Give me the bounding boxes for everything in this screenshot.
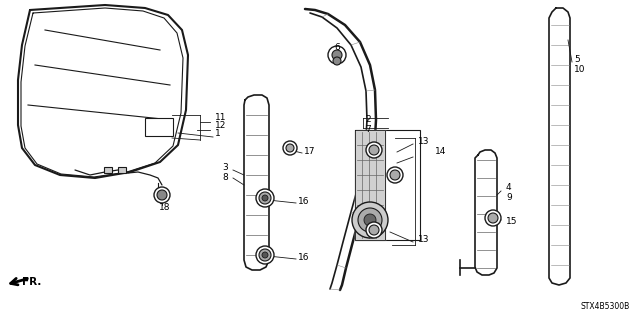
Text: 13: 13 bbox=[418, 137, 429, 146]
Circle shape bbox=[262, 195, 268, 201]
Circle shape bbox=[333, 57, 341, 65]
Text: 11: 11 bbox=[215, 114, 227, 122]
Circle shape bbox=[364, 214, 376, 226]
Circle shape bbox=[387, 167, 403, 183]
Text: FR.: FR. bbox=[22, 277, 42, 287]
Text: 4: 4 bbox=[506, 183, 511, 192]
Bar bbox=[104, 167, 112, 173]
Circle shape bbox=[256, 189, 274, 207]
Circle shape bbox=[154, 187, 170, 203]
Circle shape bbox=[366, 222, 382, 238]
Circle shape bbox=[259, 249, 271, 261]
Circle shape bbox=[390, 170, 400, 180]
Circle shape bbox=[259, 192, 271, 204]
Circle shape bbox=[358, 208, 382, 232]
Circle shape bbox=[485, 210, 501, 226]
Text: 7: 7 bbox=[365, 124, 371, 133]
Bar bbox=[118, 167, 126, 173]
Circle shape bbox=[256, 246, 274, 264]
Circle shape bbox=[366, 142, 382, 158]
Text: 15: 15 bbox=[506, 218, 518, 226]
Circle shape bbox=[369, 145, 379, 155]
Circle shape bbox=[332, 50, 342, 60]
Circle shape bbox=[286, 144, 294, 152]
Text: 9: 9 bbox=[506, 192, 512, 202]
Text: 3: 3 bbox=[222, 164, 228, 173]
Text: 17: 17 bbox=[304, 147, 316, 157]
Circle shape bbox=[352, 202, 388, 238]
Text: 5: 5 bbox=[574, 56, 580, 64]
Circle shape bbox=[369, 225, 379, 235]
Text: 14: 14 bbox=[435, 147, 446, 157]
Text: 2: 2 bbox=[365, 115, 371, 124]
Bar bbox=[355, 130, 420, 240]
Circle shape bbox=[157, 190, 167, 200]
Text: 8: 8 bbox=[222, 173, 228, 182]
Text: 6: 6 bbox=[334, 42, 340, 51]
Polygon shape bbox=[355, 130, 385, 240]
Circle shape bbox=[283, 141, 297, 155]
Bar bbox=[145, 118, 173, 136]
Text: 12: 12 bbox=[215, 122, 227, 130]
Text: 16: 16 bbox=[298, 197, 310, 206]
Text: 1: 1 bbox=[215, 130, 221, 138]
Circle shape bbox=[488, 213, 498, 223]
Circle shape bbox=[328, 46, 346, 64]
Text: 16: 16 bbox=[298, 254, 310, 263]
Circle shape bbox=[262, 252, 268, 258]
Text: 13: 13 bbox=[418, 235, 429, 244]
Text: 18: 18 bbox=[159, 204, 171, 212]
Text: 10: 10 bbox=[574, 65, 586, 75]
Text: STX4B5300B: STX4B5300B bbox=[580, 302, 630, 311]
